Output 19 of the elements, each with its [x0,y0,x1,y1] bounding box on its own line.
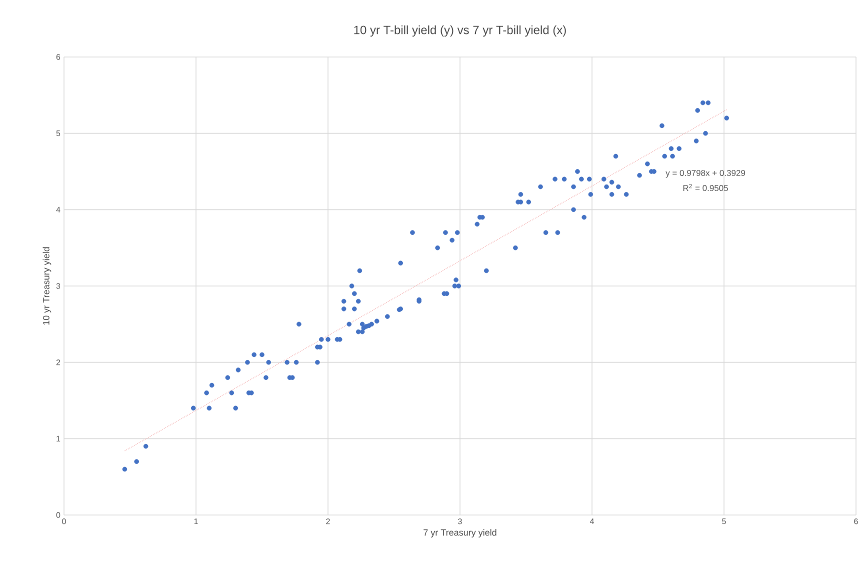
x-tick-label: 3 [458,518,462,524]
x-tick-label: 4 [590,518,594,524]
y-tick-label: 2 [56,360,60,366]
x-tick-label: 0 [62,518,66,524]
annotation: y = 0.9798x + 0.3929 [666,170,746,178]
x-tick-label: 2 [326,518,330,524]
x-tick-label: 5 [722,518,726,524]
y-axis-title: 10 yr Treasury yield [42,247,52,325]
y-tick-label: 1 [56,436,60,442]
chart-title: 10 yr T-bill yield (y) vs 7 yr T-bill yield (x) [354,25,566,37]
y-tick-label: 5 [56,130,60,136]
x-tick-label: 6 [854,518,858,524]
y-tick-label: 6 [56,54,60,60]
x-axis-title: 7 yr Treasury yield [424,529,496,538]
x-tick-label: 1 [194,518,198,524]
y-tick-label: 0 [56,512,60,518]
y-tick-label: 4 [56,206,60,212]
annotation: R$^{2}$ = 0.9505 [683,184,728,192]
y-tick-label: 3 [56,283,60,289]
